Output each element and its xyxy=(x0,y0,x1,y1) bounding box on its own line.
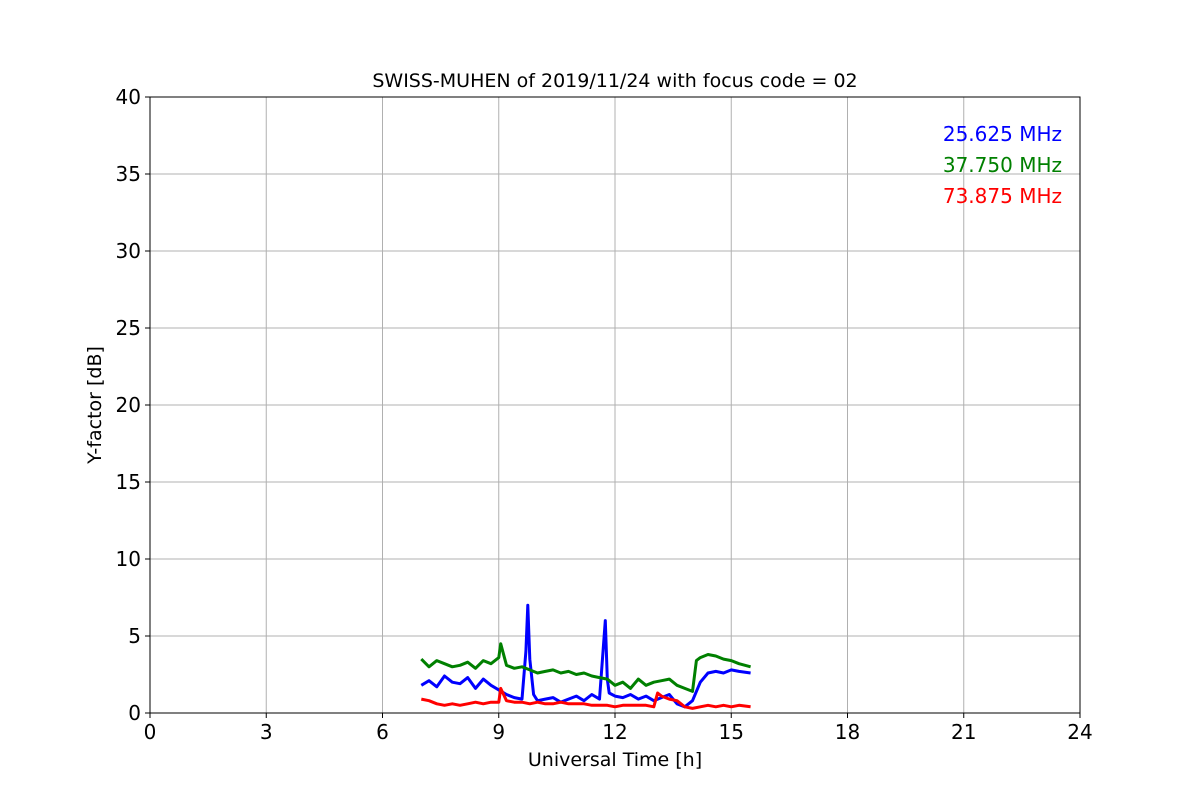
x-tick-label: 24 xyxy=(1067,720,1092,744)
legend: 25.625 MHz 37.750 MHz 73.875 MHz xyxy=(943,122,1062,208)
x-tick-label: 12 xyxy=(602,720,627,744)
ticks-group: 0 3 6 9 12 15 18 21 24 0 5 10 15 20 25 30 35 40 xyxy=(116,85,1093,744)
x-tick-label: 0 xyxy=(144,720,157,744)
legend-item-3: 73.875 MHz xyxy=(943,184,1062,208)
y-tick-label: 10 xyxy=(116,547,141,571)
y-tick-label: 15 xyxy=(116,470,141,494)
legend-item-2: 37.750 MHz xyxy=(943,153,1062,177)
y-tick-label: 5 xyxy=(128,624,141,648)
y-tick-label: 30 xyxy=(116,239,141,263)
y-tick-label: 20 xyxy=(116,393,141,417)
x-tick-label: 6 xyxy=(376,720,389,744)
legend-item-1: 25.625 MHz xyxy=(943,122,1062,146)
y-tick-label: 40 xyxy=(116,85,141,109)
x-tick-label: 15 xyxy=(719,720,744,744)
chart-title: SWISS-MUHEN of 2019/11/24 with focus cod… xyxy=(372,70,857,92)
y-tick-label: 35 xyxy=(116,162,141,186)
x-tick-label: 18 xyxy=(835,720,860,744)
grid-lines xyxy=(149,96,1081,714)
x-tick-label: 21 xyxy=(951,720,976,744)
x-tick-label: 9 xyxy=(492,720,505,744)
y-tick-label: 25 xyxy=(116,316,141,340)
series-line-2 xyxy=(420,642,751,693)
y-axis-label: Y-factor [dB] xyxy=(84,346,106,465)
x-axis-label: Universal Time [h] xyxy=(528,749,702,771)
x-tick-label: 3 xyxy=(260,720,273,744)
y-tick-label: 0 xyxy=(128,701,141,725)
series-line-3 xyxy=(420,686,751,710)
series-group xyxy=(420,603,751,710)
